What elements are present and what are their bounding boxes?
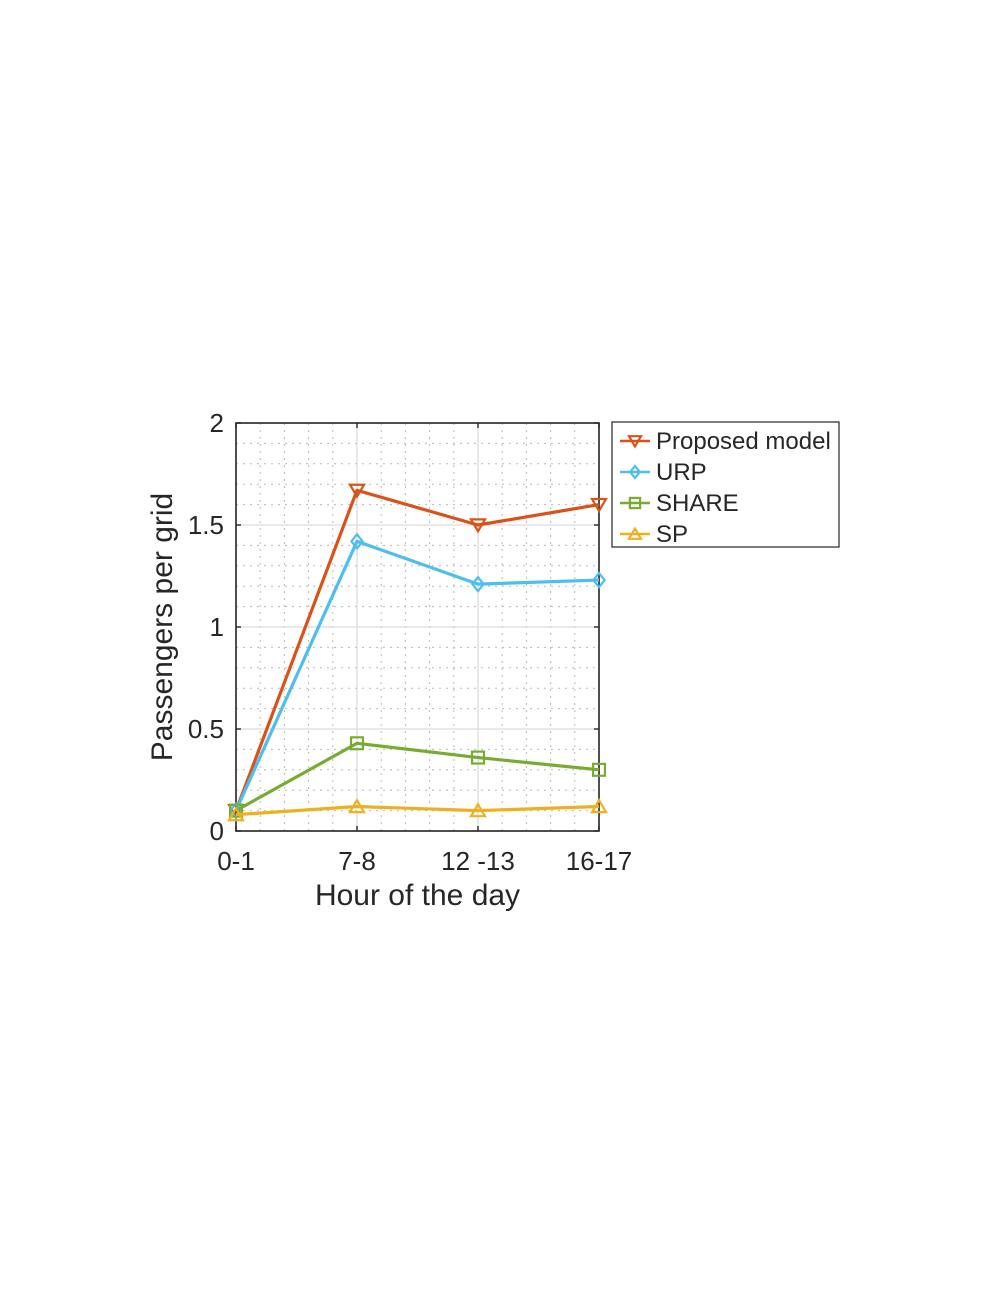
y-axis-ticks: 0 0.5 1 1.5 2 [188, 408, 599, 846]
square-marker [470, 750, 486, 765]
legend-label: URP [656, 459, 707, 486]
triangle-down-marker [627, 435, 643, 449]
legend: Proposed model URP SHARE SP [611, 421, 840, 548]
triangle-up-marker [348, 798, 366, 814]
square-marker [349, 736, 365, 751]
x-axis-ticks: 0-1 7-8 12 -13 16-17 [217, 423, 632, 876]
series-line [234, 539, 600, 812]
triangle-up-marker [590, 798, 608, 814]
legend-item: SP [620, 521, 688, 548]
y-tick-label: 1.5 [188, 510, 224, 540]
diamond-marker [628, 464, 642, 480]
y-tick-label: 0.5 [188, 714, 224, 744]
triangle-down-marker [590, 497, 608, 514]
x-tick-label: 12 -13 [441, 846, 515, 876]
triangle-down-marker [348, 483, 366, 499]
triangle-down-marker [469, 518, 487, 534]
x-tick-label: 7-8 [338, 846, 376, 876]
triangle-up-marker [227, 806, 245, 822]
triangle-up-marker [627, 526, 643, 540]
series-layer [227, 483, 608, 822]
square-marker [228, 803, 244, 818]
series-sp [227, 798, 608, 822]
legend-box [611, 421, 840, 548]
series-line [235, 804, 600, 817]
series-share [228, 736, 607, 818]
series-line [234, 488, 600, 812]
square-marker [628, 496, 642, 510]
diamond-marker [470, 575, 486, 593]
legend-item: SHARE [620, 490, 739, 517]
diamond-marker [349, 532, 365, 551]
legend-label: SP [656, 521, 688, 548]
legend-label: SHARE [656, 490, 739, 517]
triangle-up-marker [469, 802, 487, 818]
diamond-marker [591, 571, 607, 589]
x-axis-label: Hour of the day [315, 879, 520, 912]
y-tick-label: 1 [210, 612, 224, 642]
x-tick-label: 0-1 [217, 846, 255, 876]
legend-label: Proposed model [656, 428, 831, 455]
square-marker [591, 762, 607, 777]
series-proposed-model [227, 483, 608, 820]
x-tick-label: 16-17 [566, 846, 633, 876]
legend-item: Proposed model [620, 428, 831, 455]
series-line [235, 741, 600, 812]
y-tick-label: 2 [210, 408, 224, 438]
y-tick-label: 0 [210, 816, 224, 846]
y-axis-label: Passengers per grid [146, 493, 179, 761]
legend-item: URP [620, 459, 707, 486]
